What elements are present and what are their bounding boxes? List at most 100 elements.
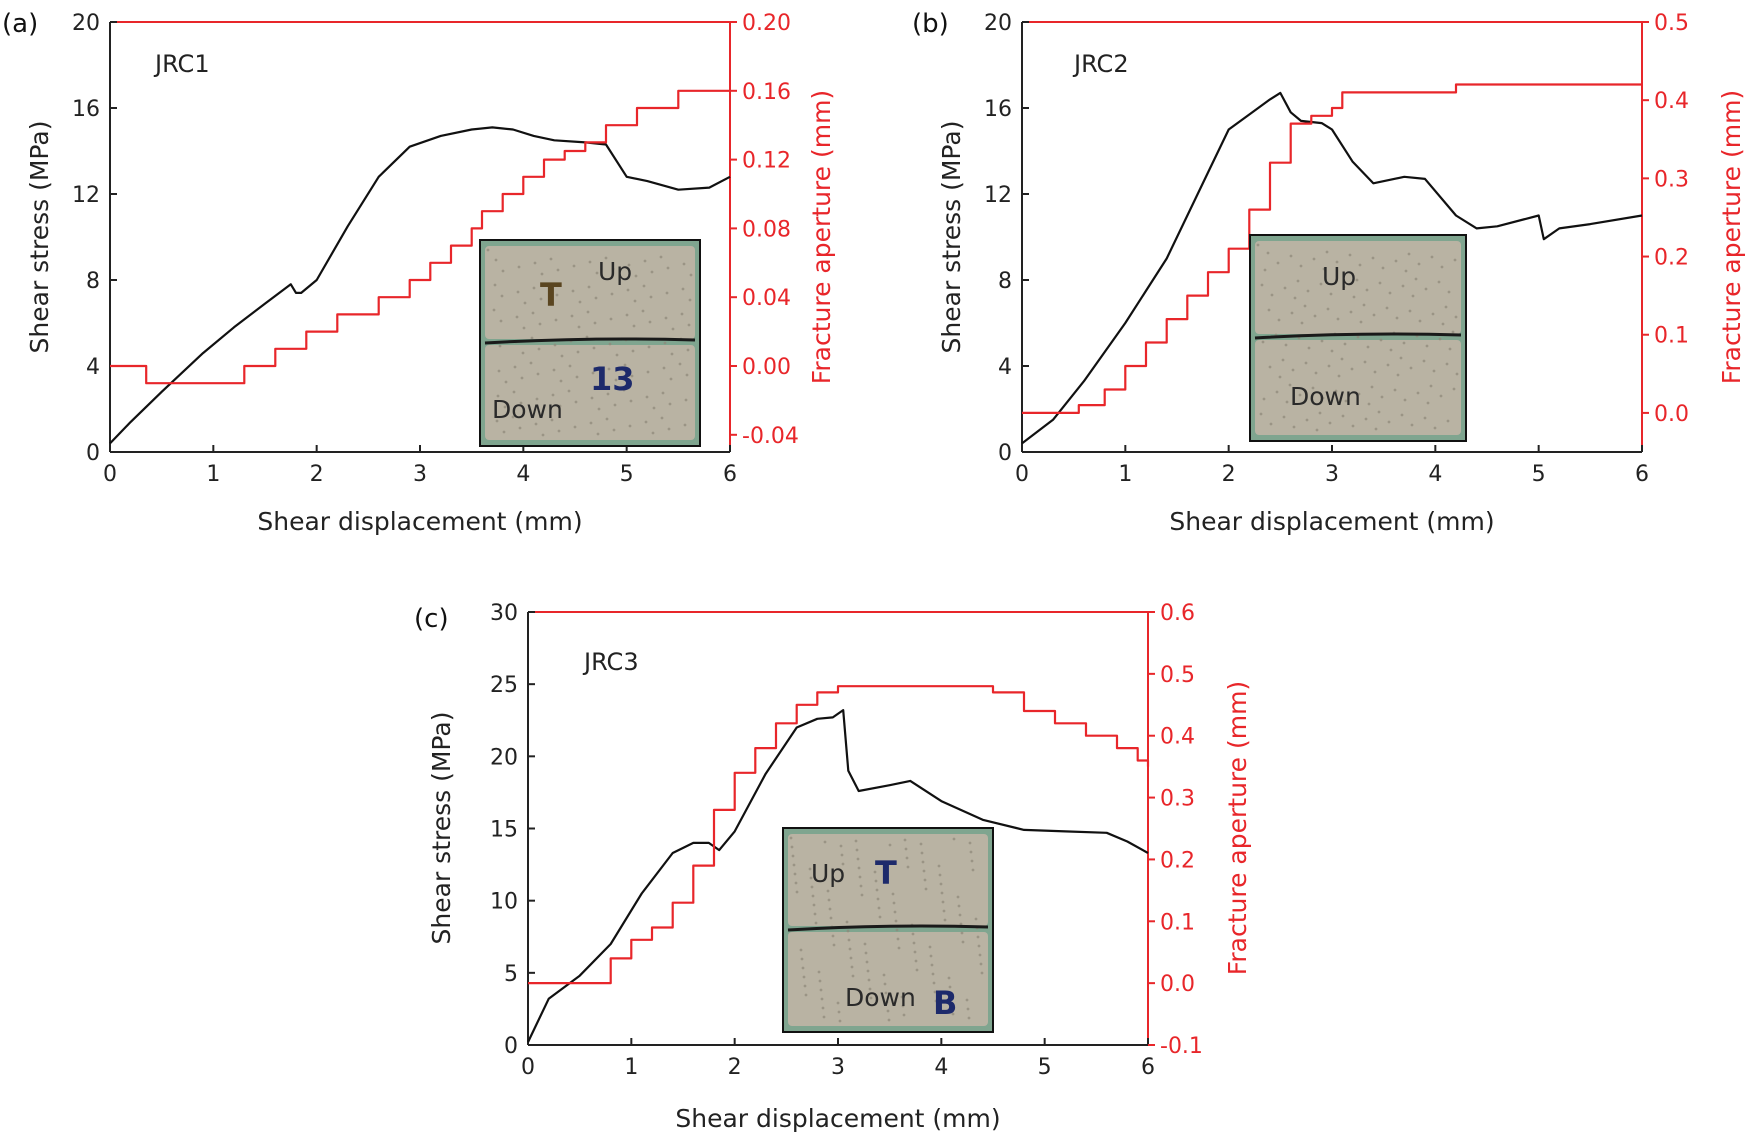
y2-tick-label: 0.5 [1654,11,1689,36]
y2-tick-label: -0.04 [742,424,799,449]
rock-grain [792,863,796,867]
rock-grain [686,348,690,352]
rock-grain [790,845,794,849]
rock-grain [570,314,574,318]
y2-tick-label: 0.20 [742,11,791,36]
y-tick-label: 5 [504,962,518,987]
specimen-photo: T 13 Up Down [479,239,701,447]
rock-grain [1288,383,1292,387]
rock-grain [1395,316,1399,320]
rock-grain [1433,426,1437,430]
y2-tick-label: 0.5 [1160,663,1195,688]
rock-grain [958,913,962,917]
rock-grain [625,313,629,317]
x-tick-label: 5 [1532,462,1546,487]
rock-grain [1364,417,1368,421]
rock-grain [1448,347,1452,351]
y-tick-label: 0 [998,441,1012,466]
rock-grain [523,301,527,305]
rock-grain [1357,392,1361,396]
rock-grain [837,1010,841,1014]
rock-grain [613,403,617,407]
rock-grain [535,397,539,401]
y-tick-label: 12 [984,183,1012,208]
y-tick-label: 4 [86,355,100,380]
rock-grain [650,270,654,274]
rock-grain [906,865,910,869]
rock-grain [649,295,653,299]
y-tick-label: 0 [504,1034,518,1059]
rock-grain [846,929,850,933]
rock-grain [1325,250,1329,254]
fracture-line [1254,332,1462,340]
y2-tick-label: 0.00 [742,355,791,380]
stress-series-line [109,126,731,445]
rock-grain [670,352,674,356]
rock-grain [1327,364,1331,368]
rock-grain [519,401,523,405]
rock-grain [1304,361,1308,365]
rock-grain [1289,254,1293,258]
rock-grain [597,407,601,411]
x-tick-label: 5 [620,462,634,487]
rock-grain [515,315,519,319]
rock-grain [858,875,862,879]
rock-grain [943,918,947,922]
rock-grain [1455,372,1459,376]
rock-grain [874,879,878,883]
rock-grain [914,959,918,963]
rock-grain [1409,366,1413,370]
y-tick-label: 20 [984,11,1012,36]
rock-grain [876,897,880,901]
rock-grain [950,1003,954,1007]
rock-grain [818,979,822,983]
rock-grain [537,347,541,351]
photo-label-down: Down [1290,382,1361,411]
rock-grain [1366,345,1370,349]
rock-grain [840,853,844,857]
rock-grain [966,1007,970,1011]
rock-grain [803,984,807,988]
rock-grain [1329,292,1333,296]
rock-grain [1430,255,1434,259]
rock-grain [901,1004,905,1008]
rock-grain [1298,393,1302,397]
specimen-photo: Up Down [1249,234,1467,442]
rock-grain [629,399,633,403]
rock-grain [813,912,817,916]
rock-grain [836,1001,840,1005]
rock-grain [864,951,868,955]
rock-grain [885,1000,889,1004]
rock-grain [939,882,943,886]
rock-grain [952,837,956,841]
rock-grain [512,390,516,394]
y-tick-label: 20 [72,11,100,36]
rock-grain [849,956,853,960]
rock-grain [913,950,917,954]
rock-grain [1447,290,1451,294]
rock-grain [486,248,490,252]
rock-grain [560,354,564,358]
rock-grain [855,848,859,852]
x-tick-label: 0 [103,462,117,487]
x-tick-label: 0 [521,1055,535,1080]
rock-grain [822,1015,826,1019]
rock-grain [614,378,618,382]
rock-grain [1343,342,1347,346]
rock-grain [1425,344,1429,348]
rock-grain [557,429,561,433]
rock-grain [605,417,609,421]
rock-grain [891,892,895,896]
rock-grain [688,298,692,302]
rock-grain [645,395,649,399]
y-tick-label: 8 [998,269,1012,294]
rock-grain [812,903,816,907]
rock-grain [497,369,501,373]
rock-grain [1401,284,1405,288]
rock-grain [930,963,934,967]
rock-grain [1277,318,1281,322]
rock-grain [611,267,615,271]
rock-grain [965,998,969,1002]
rock-grain [1363,360,1367,364]
y-axis-label: Shear stress (MPa) [25,121,54,354]
